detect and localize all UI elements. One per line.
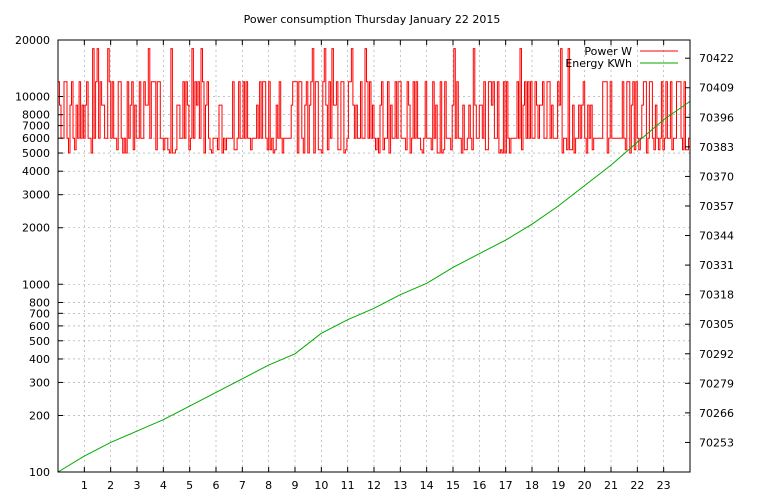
- x-tick-label: 23: [657, 479, 671, 492]
- y-tick-label-left: 8000: [22, 109, 50, 122]
- y-tick-label-right: 70396: [699, 111, 734, 124]
- y-tick-label-right: 70266: [699, 407, 734, 420]
- y-tick-label-left: 7000: [22, 120, 50, 133]
- y-tick-label-right: 70318: [699, 289, 734, 302]
- y-tick-label-right: 70409: [699, 82, 734, 95]
- y-tick-label-left: 4000: [22, 165, 50, 178]
- y-tick-label-right: 70279: [699, 377, 734, 390]
- y-tick-label-left: 3000: [22, 189, 50, 202]
- x-tick-label: 2: [107, 479, 114, 492]
- x-tick-label: 22: [630, 479, 644, 492]
- x-tick-label: 5: [186, 479, 193, 492]
- x-tick-label: 1: [81, 479, 88, 492]
- y-tick-label-left: 2000: [22, 222, 50, 235]
- x-tick-label: 7: [239, 479, 246, 492]
- y-tick-label-right: 70357: [699, 200, 734, 213]
- y-tick-label-left: 1000: [22, 278, 50, 291]
- y-tick-label-right: 70383: [699, 141, 734, 154]
- x-tick-label: 14: [420, 479, 434, 492]
- x-tick-label: 21: [604, 479, 618, 492]
- energy-series: [57, 100, 691, 473]
- x-tick-label: 19: [551, 479, 565, 492]
- y-tick-label-right: 70305: [699, 318, 734, 331]
- x-tick-label: 6: [213, 479, 220, 492]
- y-tick-label-left: 100: [29, 466, 50, 479]
- energy-line: [57, 100, 691, 473]
- x-tick-label: 4: [160, 479, 167, 492]
- power-series: [58, 48, 691, 154]
- x-tick-label: 9: [292, 479, 299, 492]
- x-tick-label: 20: [578, 479, 592, 492]
- y-tick-label-left: 6000: [22, 132, 50, 145]
- y-tick-label-left: 700: [29, 307, 50, 320]
- y-tick-label-right: 70331: [699, 259, 734, 272]
- y-tick-label-left: 600: [29, 320, 50, 333]
- x-tick-label: 13: [393, 479, 407, 492]
- x-tick-label: 3: [134, 479, 141, 492]
- legend: Power W Energy KWh: [565, 45, 678, 70]
- y-tick-label-right: 70292: [699, 348, 734, 361]
- x-tick-label: 8: [265, 479, 272, 492]
- chart-title: Power consumption Thursday January 22 20…: [244, 13, 501, 26]
- y-tick-label-left: 500: [29, 335, 50, 348]
- y-tick-label-left: 300: [29, 376, 50, 389]
- x-tick-label: 15: [446, 479, 460, 492]
- x-tick-label: 11: [341, 479, 355, 492]
- x-tick-label: 16: [472, 479, 486, 492]
- y-tick-label-right: 70422: [699, 52, 734, 65]
- y-tick-label-left: 10000: [15, 91, 50, 104]
- y-tick-label-left: 200: [29, 409, 50, 422]
- y-tick-label-right: 70253: [699, 436, 734, 449]
- legend-label-energy: Energy KWh: [565, 57, 632, 70]
- power-line: [58, 48, 691, 154]
- y-tick-label-left: 20000: [15, 34, 50, 47]
- y-tick-label-left: 5000: [22, 147, 50, 160]
- y-tick-label-right: 70370: [699, 170, 734, 183]
- x-tick-label: 18: [525, 479, 539, 492]
- x-tick-label: 17: [499, 479, 513, 492]
- x-tick-label: 12: [367, 479, 381, 492]
- y-tick-label-right: 70344: [699, 230, 734, 243]
- axes: 1 2 3 4 5 6 7 8 9 10 11 12 13 14 15 16 17 18 19 20 21 22 23100…: [15, 34, 734, 492]
- legend-label-power: Power W: [584, 45, 632, 58]
- x-tick-label: 10: [314, 479, 328, 492]
- y-tick-label-left: 800: [29, 296, 50, 309]
- y-tick-label-left: 400: [29, 353, 50, 366]
